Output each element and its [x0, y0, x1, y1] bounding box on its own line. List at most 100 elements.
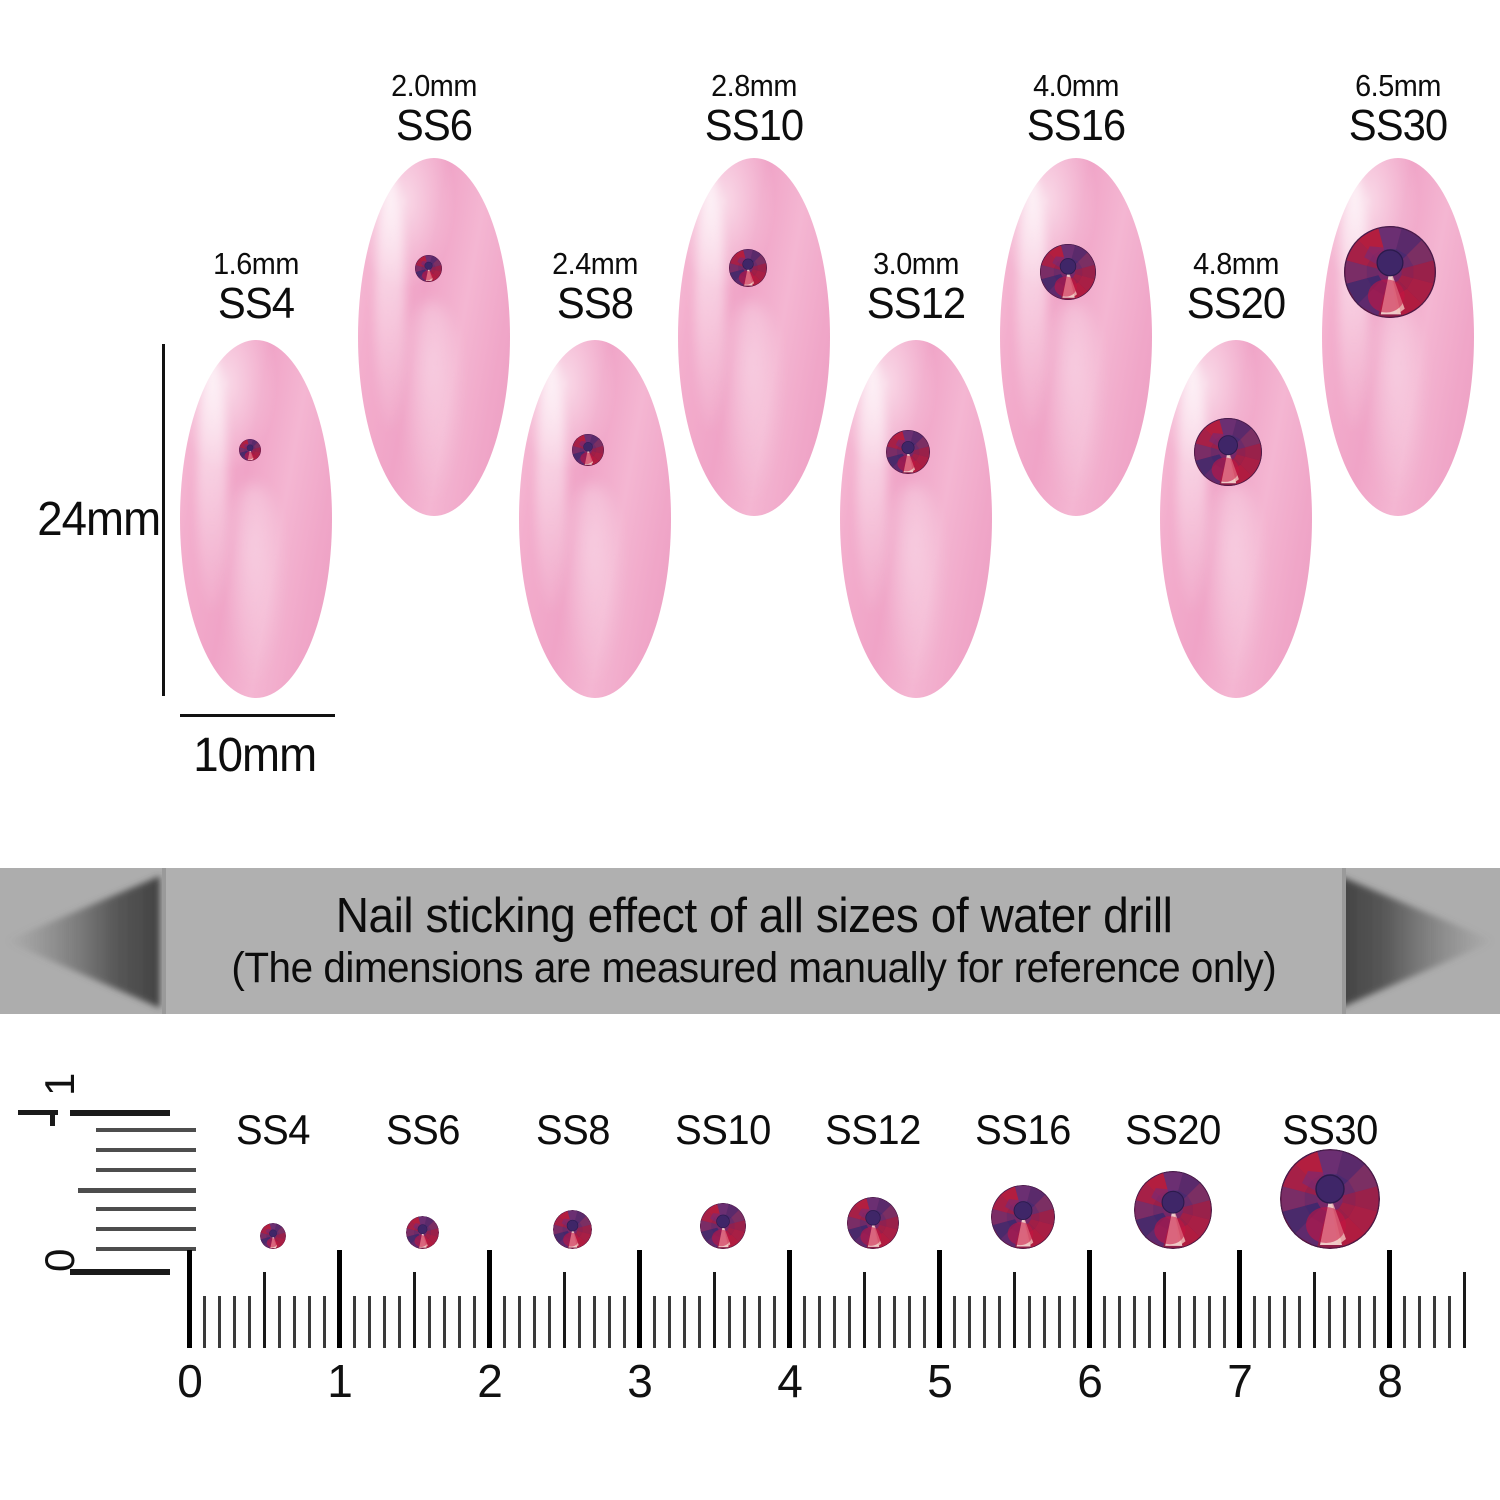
ruler-tick — [623, 1296, 626, 1348]
nail-mm-size: 2.8mm — [711, 68, 797, 103]
ruler-tick — [1193, 1296, 1196, 1348]
banner-subtitle: (The dimensions are measured manually fo… — [231, 943, 1277, 992]
ruler-rhinestone-ss30 — [1280, 1149, 1380, 1249]
ruler-tick — [308, 1296, 311, 1348]
ruler-tick — [1313, 1272, 1316, 1348]
ruler-tick — [1208, 1296, 1211, 1348]
nail-shape — [678, 158, 830, 516]
vertical-inch-ruler: 1 0 — [0, 1014, 196, 1304]
ruler-tick — [1373, 1296, 1376, 1348]
ruler-tick — [398, 1296, 401, 1348]
ruler-tick — [863, 1272, 866, 1348]
ruler-tick — [1463, 1272, 1466, 1348]
ruler-tick — [1343, 1296, 1346, 1348]
ruler-ss-label-ss6: SS6 — [385, 1106, 460, 1153]
ruler-tick — [428, 1296, 431, 1348]
ruler-tick — [1103, 1296, 1106, 1348]
nail-mm-size: 3.0mm — [873, 246, 959, 281]
ruler-tick — [1073, 1296, 1076, 1348]
vertical-ruler-tick — [70, 1110, 170, 1116]
ruler-tick — [563, 1272, 566, 1348]
ruler-tick — [263, 1272, 266, 1348]
ruler-tick — [893, 1296, 896, 1348]
rhinestone-ss30 — [1344, 226, 1436, 318]
nail-label-ss4: 1.6mm SS4 — [126, 248, 386, 326]
ruler-tick — [578, 1296, 581, 1348]
ruler-ss-label-ss12: SS12 — [824, 1106, 921, 1153]
vertical-ruler-tick — [96, 1128, 196, 1132]
ruler-tick — [293, 1296, 296, 1348]
nail-label-ss16: 4.0mm SS16 — [946, 70, 1206, 148]
ruler-tick — [458, 1296, 461, 1348]
nail-mm-size: 1.6mm — [213, 246, 299, 281]
ruler-tick — [413, 1272, 416, 1348]
vertical-ruler-tick — [70, 1269, 170, 1275]
ruler-comparison: 1 0 0 1 2 3 4 5 6 7 8 SS4 SS6 — [0, 1014, 1500, 1500]
nail-size-chart: 24mm 10mm 1.6mm SS4 2.0mm SS6 — [0, 0, 1500, 860]
ruler-tick — [233, 1296, 236, 1348]
ruler-tick — [1028, 1296, 1031, 1348]
ruler-tick — [1163, 1272, 1166, 1348]
nail-mm-size: 4.0mm — [1033, 68, 1119, 103]
ruler-tick — [518, 1296, 521, 1348]
nail-shape — [840, 340, 992, 698]
ruler-tick — [1448, 1296, 1451, 1348]
nail-ss-size: SS20 — [1186, 279, 1286, 328]
nail-ss-size: SS4 — [217, 279, 295, 328]
rhinestone-ss4 — [239, 439, 261, 461]
ruler-number: 1 — [327, 1355, 353, 1407]
ruler-rhinestone-ss20 — [1133, 1171, 1212, 1249]
vertical-ruler-tick — [96, 1247, 196, 1251]
ruler-tick — [203, 1296, 206, 1348]
nail-ss-size: SS16 — [1026, 101, 1126, 150]
ribbon-fold-shapes — [6, 876, 1494, 1008]
width-guide-line — [180, 714, 335, 717]
ruler-rhinestone-ss12 — [846, 1197, 899, 1249]
vertical-ruler-tick — [96, 1227, 196, 1231]
ruler-ss-label-ss10: SS10 — [674, 1106, 771, 1153]
ruler-number: 3 — [627, 1355, 653, 1407]
ruler-rhinestone-ss8 — [553, 1210, 592, 1249]
nail-label-ss12: 3.0mm SS12 — [786, 248, 1046, 326]
ruler-tick — [698, 1296, 701, 1348]
nail-label-ss30: 6.5mm SS30 — [1268, 70, 1500, 148]
nail-shape — [358, 158, 510, 516]
banner-title: Nail sticking effect of all sizes of wat… — [335, 888, 1173, 943]
ruler-tick — [1387, 1250, 1392, 1348]
ruler-tick — [637, 1250, 642, 1348]
ruler-tick — [1133, 1296, 1136, 1348]
banner-strip: Nail sticking effect of all sizes of wat… — [0, 868, 1500, 1014]
ruler-tick — [368, 1296, 371, 1348]
vertical-ruler-tick — [78, 1188, 196, 1193]
ruler-tick — [713, 1272, 716, 1348]
ruler-tick — [728, 1296, 731, 1348]
vertical-ruler-tick — [96, 1148, 196, 1152]
ruler-ss-label-ss20: SS20 — [1124, 1106, 1221, 1153]
rhinestone-ss12 — [886, 430, 930, 474]
ruler-tick — [1283, 1296, 1286, 1348]
ruler-number: 4 — [777, 1355, 803, 1407]
width-dimension-label: 10mm — [193, 729, 317, 782]
ruler-tick — [878, 1296, 881, 1348]
ruler-tick — [337, 1250, 342, 1348]
ruler-tick — [187, 1250, 192, 1348]
ruler-tick — [1268, 1296, 1271, 1348]
ruler-rhinestone-ss6 — [406, 1216, 439, 1249]
vertical-ruler-top-label: 1 — [36, 1072, 83, 1096]
ruler-number: 6 — [1077, 1355, 1103, 1407]
rhinestone-ss16 — [1040, 244, 1096, 300]
rhinestone-ss20 — [1194, 418, 1262, 486]
ruler-tick — [218, 1296, 221, 1348]
nail-shape — [1000, 158, 1152, 516]
nail-label-ss6: 2.0mm SS6 — [304, 70, 564, 148]
ruler-tick — [983, 1296, 986, 1348]
ruler-tick — [1358, 1296, 1361, 1348]
ruler-rhinestone-ss4 — [259, 1223, 286, 1249]
nail-ss-size: SS12 — [866, 279, 966, 328]
banner-text-panel: Nail sticking effect of all sizes of wat… — [162, 868, 1346, 1014]
nail-shape — [519, 340, 671, 698]
nail-ss-size: SS6 — [395, 101, 473, 150]
ruler-tick — [968, 1296, 971, 1348]
ruler-number: 5 — [927, 1355, 953, 1407]
nail-label-ss20: 4.8mm SS20 — [1106, 248, 1366, 326]
